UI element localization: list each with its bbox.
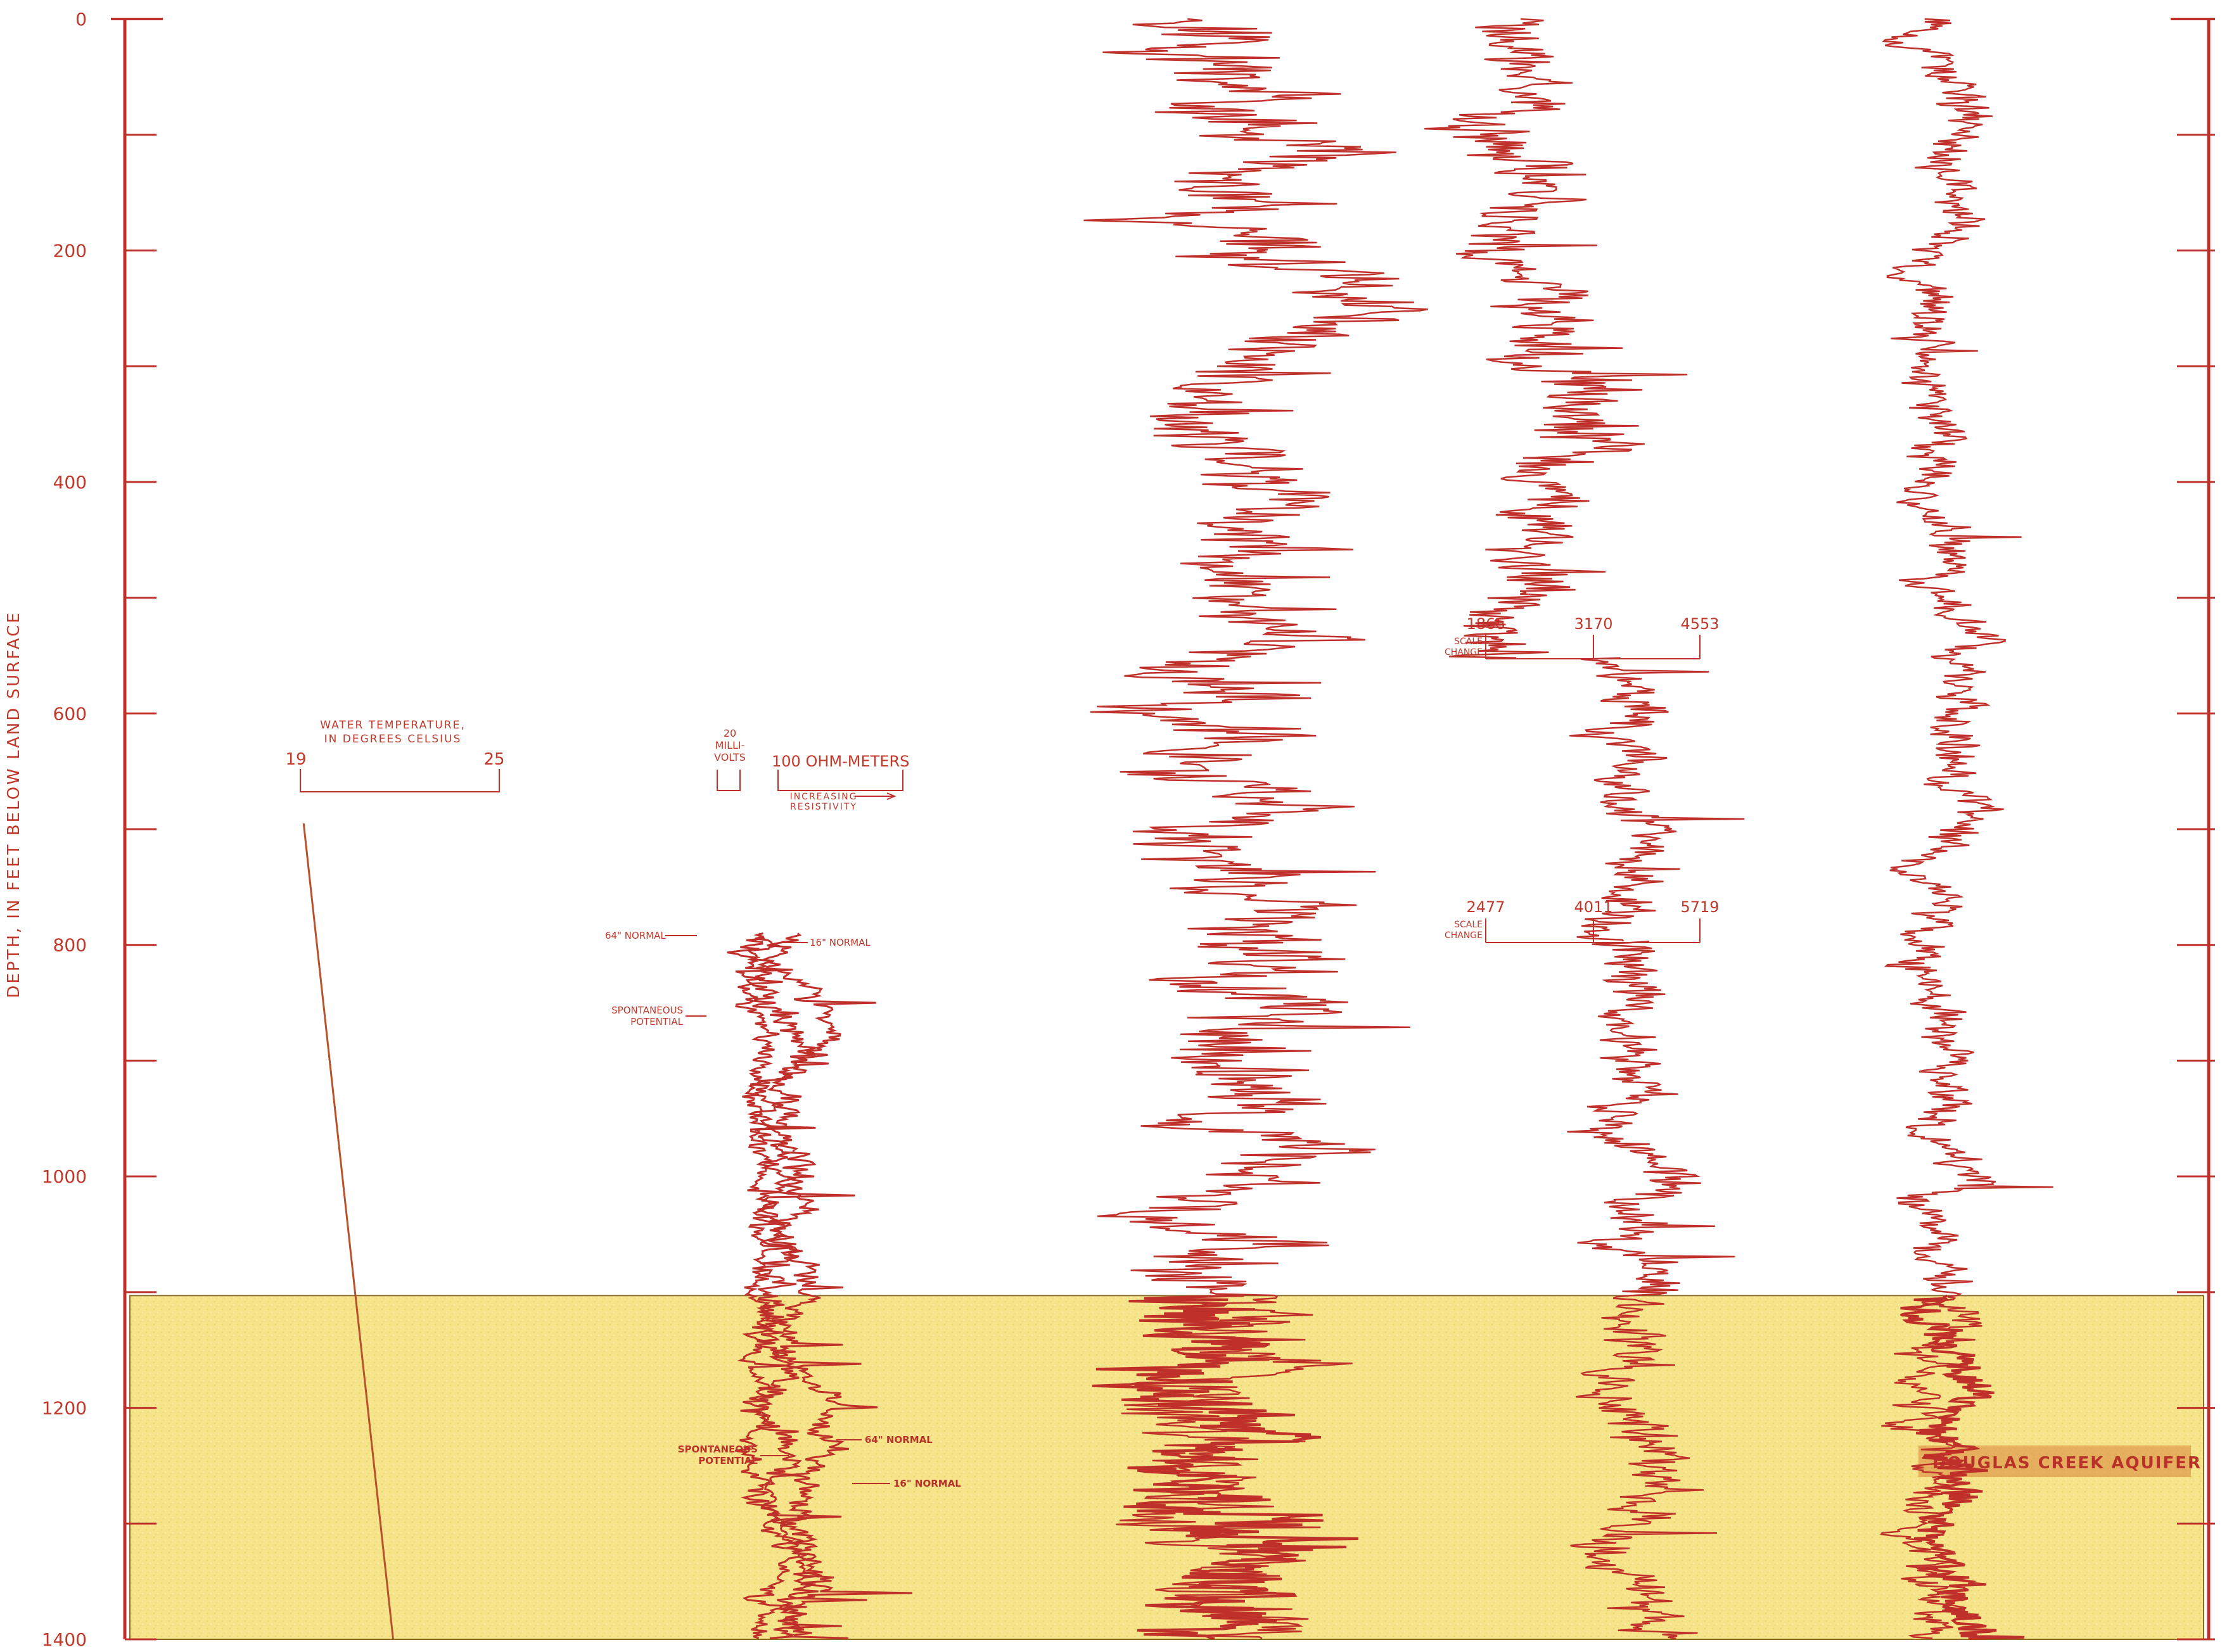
y-tick-label: 400 (53, 472, 87, 493)
increasing-line2: RESISTIVITY (790, 802, 857, 812)
scale-change-upper-bracket (1485, 635, 1701, 659)
scale-change-upper-line1: SCALE (1454, 637, 1483, 647)
millivolts-line2: MILLI- (715, 739, 745, 751)
log-track-2-lower (1567, 940, 1735, 1640)
scale-change-upper-v3: 4553 (1680, 615, 1719, 633)
temperature-scale-bracket (300, 769, 500, 792)
millivolts-line3: VOLTS (714, 751, 746, 763)
increasing-arrow (855, 792, 897, 800)
temperature-title-line1: WATER TEMPERATURE, (320, 719, 466, 732)
normal64-lower-label: 64" NORMAL (865, 1434, 933, 1446)
millivolts-bracket (717, 770, 741, 791)
sp-upper-line2: POTENTIAL (630, 1016, 684, 1027)
right-depth-axis (2171, 18, 2215, 1641)
scale-change-lower-line2: CHANGE (1445, 931, 1483, 941)
scale-change-upper: 1866 3170 4553 SCALE CHANGE (1445, 615, 1720, 659)
y-axis-label: DEPTH, IN FEET BELOW LAND SURFACE (4, 611, 23, 998)
normal16-lower-label: 16" NORMAL (893, 1478, 961, 1489)
log-track-1-aquifer (1092, 1294, 1359, 1640)
y-tick-label: 200 (53, 240, 87, 261)
log-track-2-upper (1424, 18, 1688, 659)
normal64-curve (727, 932, 913, 1639)
scale-change-lower-v1: 2477 (1466, 898, 1505, 916)
sp-lower-line2: POTENTIAL (698, 1455, 758, 1466)
temperature-legend: WATER TEMPERATURE, IN DEGREES CELSIUS 19… (285, 719, 505, 792)
y-tick-label: 800 (53, 935, 87, 956)
sp-upper-line1: SPONTANEOUS (611, 1005, 683, 1016)
log-traces (302, 18, 2053, 1640)
scale-change-upper-v2: 3170 (1574, 615, 1612, 633)
normal64-upper-label: 64" NORMAL (605, 930, 666, 941)
y-tick-label: 1000 (42, 1166, 87, 1187)
temperature-line (302, 823, 395, 1640)
normal16-curve (747, 932, 878, 1639)
scale-change-lower: 2477 4011 5719 SCALE CHANGE (1445, 898, 1720, 943)
scale-change-lower-v3: 5719 (1680, 898, 1719, 916)
increasing-line1: INCREASING (790, 792, 858, 802)
temperature-min-label: 19 (285, 750, 306, 769)
normal16-upper-label: 16" NORMAL (810, 937, 871, 948)
log-track-1 (1083, 18, 1428, 1639)
y-tick-label: 1400 (42, 1629, 87, 1650)
y-tick-label: 600 (53, 703, 87, 724)
log-track-3 (1880, 18, 2053, 1639)
temperature-title-line2: IN DEGREES CELSIUS (324, 733, 462, 746)
millivolts-line1: 20 (724, 727, 736, 739)
ohm-meters-label: 100 OHM-METERS (772, 753, 909, 770)
y-tick-label: 0 (75, 9, 87, 30)
log-track-3-aquifer (1900, 1294, 2025, 1640)
sp-lower-line1: SPONTANEOUS (678, 1444, 758, 1455)
temperature-max-label: 25 (483, 750, 504, 769)
scale-change-lower-line1: SCALE (1454, 920, 1483, 930)
ohm-meters-bracket (777, 770, 903, 791)
left-depth-axis: 0 200 400 600 800 1000 1200 1400 (42, 9, 163, 1650)
electric-scale-legend: 20 MILLI- VOLTS 100 OHM-METERS INCREASIN… (714, 727, 909, 812)
log-track-2-middle (1569, 657, 1745, 942)
y-tick-label: 1200 (42, 1398, 87, 1419)
